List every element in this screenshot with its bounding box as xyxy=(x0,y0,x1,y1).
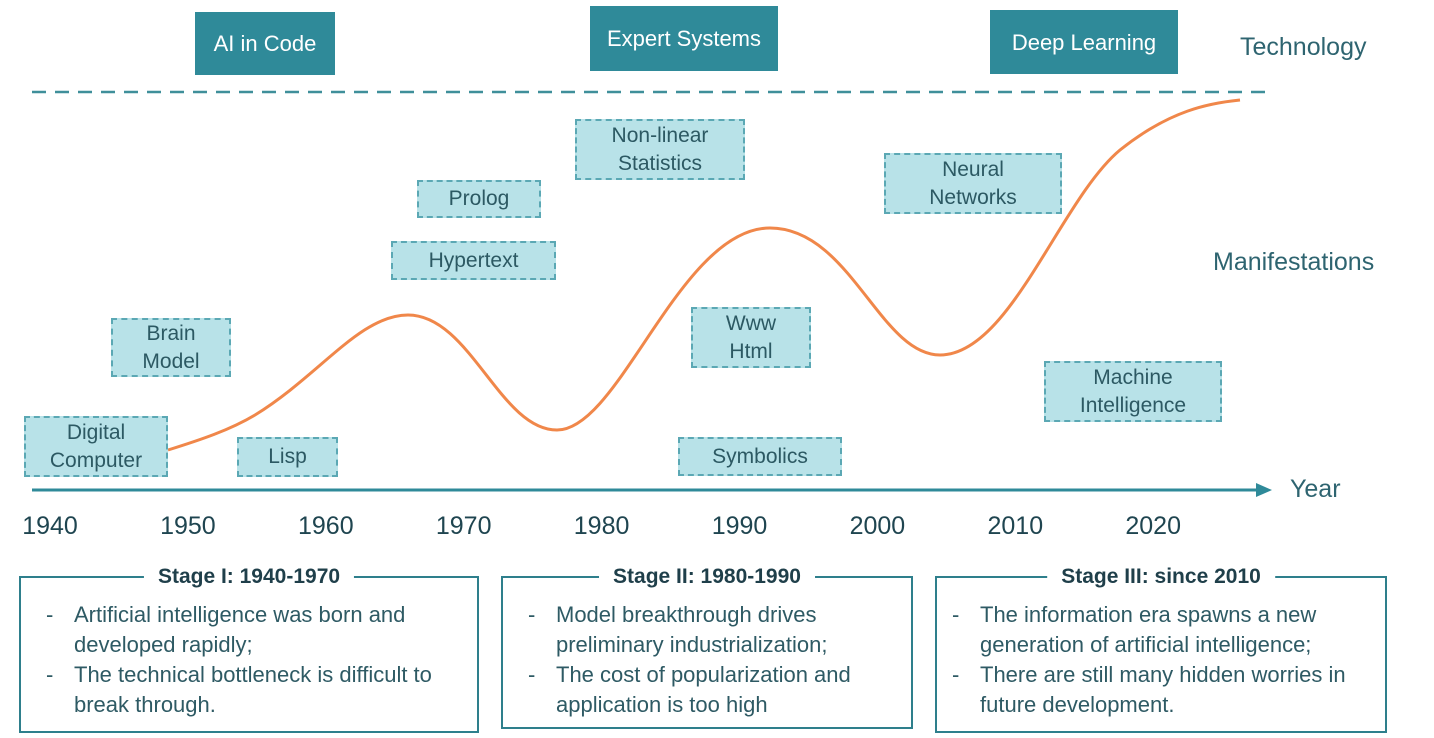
manifestation-box: Digital Computer xyxy=(24,416,168,477)
bullet-text: The technical bottleneck is difficult to… xyxy=(40,660,464,720)
bullet-text: Artificial intelligence was born and dev… xyxy=(40,600,464,660)
bullet-text: There are still many hidden worries in f… xyxy=(946,660,1372,720)
manifestation-box: Www Html xyxy=(691,307,811,368)
year-label: 2020 xyxy=(1125,512,1181,540)
year-label: 1960 xyxy=(297,512,354,540)
manifestation-box: Non-linear Statistics xyxy=(575,119,745,180)
year-label: 2010 xyxy=(987,512,1044,540)
manifestation-box: Neural Networks xyxy=(884,153,1062,214)
row-label: Technology xyxy=(1240,33,1367,61)
year-label: 1990 xyxy=(711,512,768,540)
technology-box: Deep Learning xyxy=(990,10,1178,74)
bullet-text: The cost of popularization and applicati… xyxy=(522,660,898,720)
manifestation-box: Lisp xyxy=(237,437,338,477)
bullet-list: Model breakthrough drives preliminary in… xyxy=(522,600,898,720)
trend-curve xyxy=(167,98,1241,452)
axis-arrow xyxy=(1256,483,1272,497)
stage-title: Stage III: since 2010 xyxy=(1047,565,1275,589)
technology-box: Expert Systems xyxy=(590,6,778,71)
manifestation-box: Machine Intelligence xyxy=(1044,361,1222,422)
bullet-text: Model breakthrough drives preliminary in… xyxy=(522,600,898,660)
manifestation-box: Brain Model xyxy=(111,318,231,377)
manifestation-box: Hypertext xyxy=(391,241,556,280)
year-label: 1940 xyxy=(22,512,78,540)
year-label: 1950 xyxy=(160,512,216,540)
bullet-text: The information era spawns a new generat… xyxy=(946,600,1372,660)
manifestation-box: Symbolics xyxy=(678,437,842,476)
bullet-list: Artificial intelligence was born and dev… xyxy=(40,600,464,720)
manifestation-box: Prolog xyxy=(417,180,541,218)
year-label: 2000 xyxy=(849,512,906,540)
bullet-list: The information era spawns a new generat… xyxy=(946,600,1372,720)
technology-box: AI in Code xyxy=(195,12,335,75)
stage-title: Stage I: 1940-1970 xyxy=(143,565,355,589)
year-label: 1980 xyxy=(573,512,630,540)
year-label: 1970 xyxy=(435,512,492,540)
axis-label: Year xyxy=(1290,475,1341,503)
row-label: Manifestations xyxy=(1213,248,1375,276)
stage-title: Stage II: 1980-1990 xyxy=(599,565,815,589)
